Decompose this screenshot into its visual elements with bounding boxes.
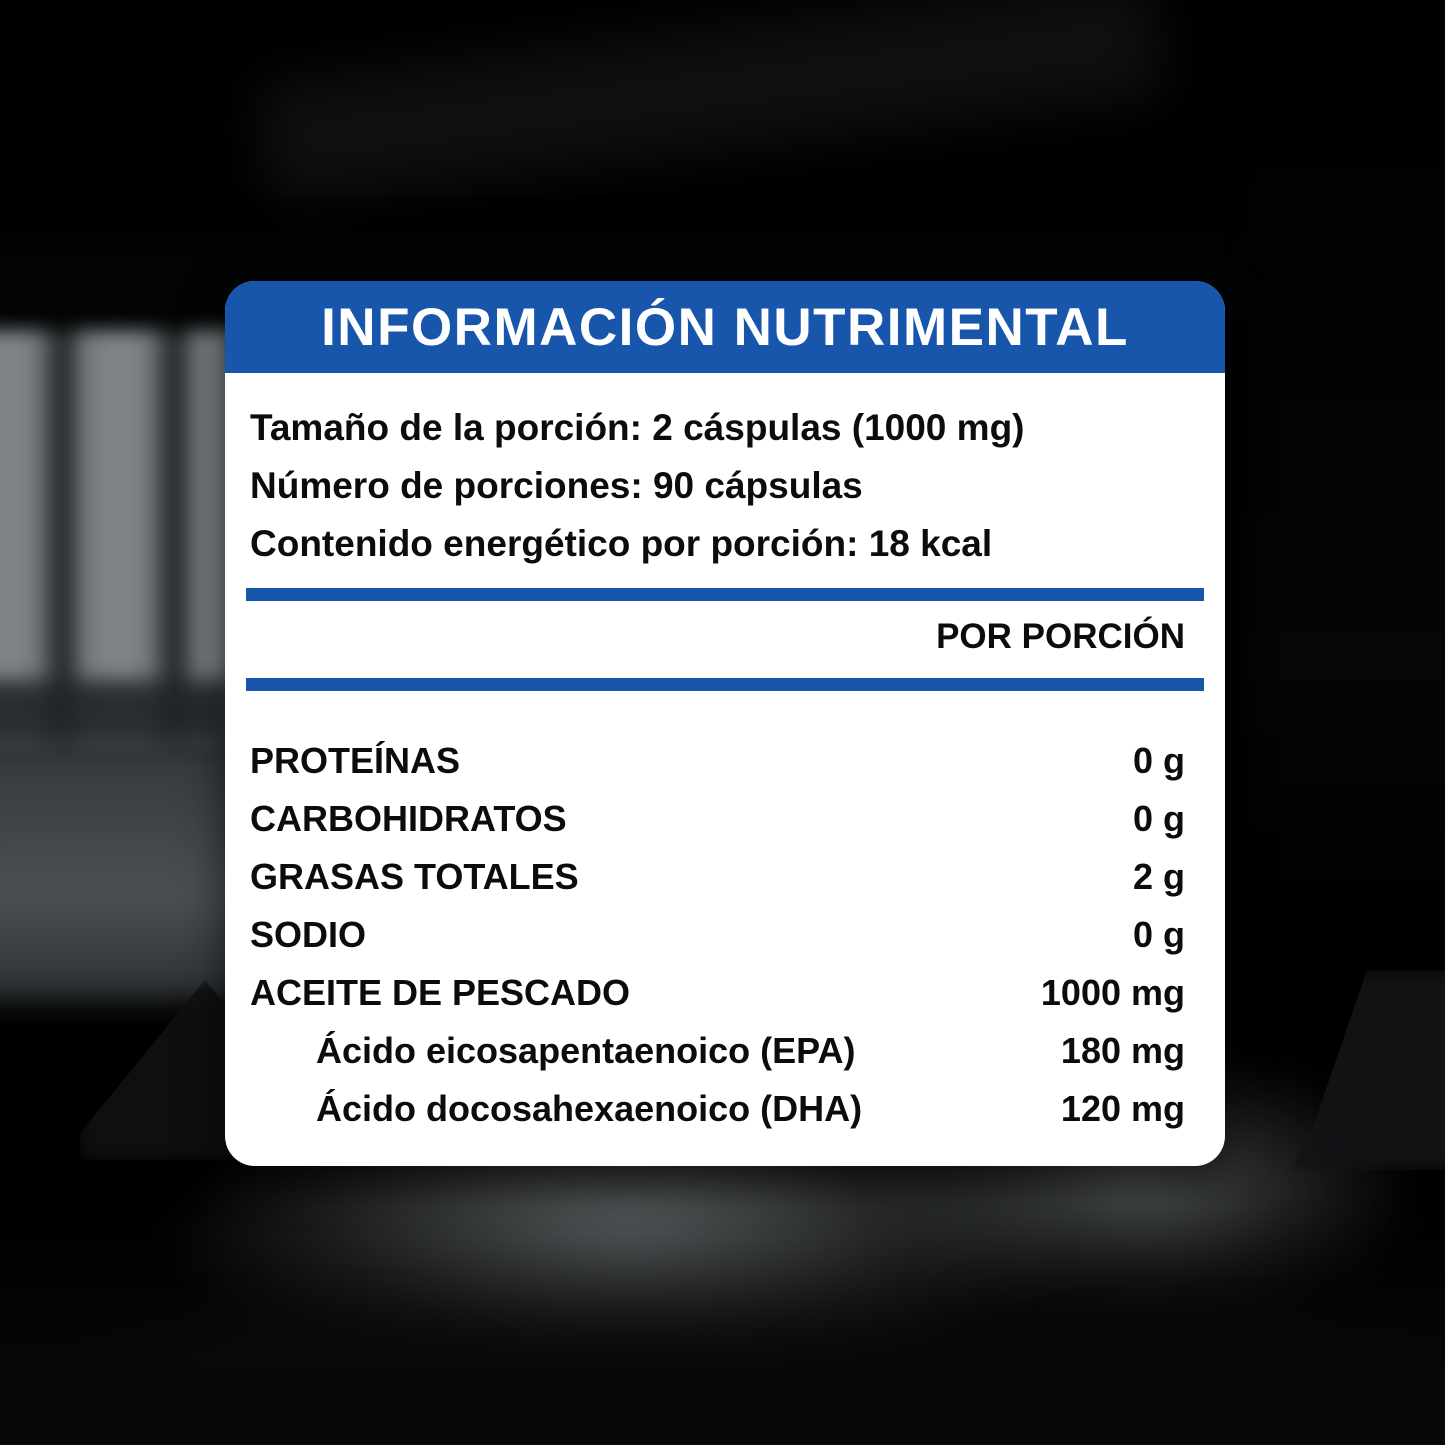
nutrient-value: 0 g bbox=[1132, 740, 1185, 781]
nutrient-value: 1000 mg bbox=[1040, 972, 1185, 1013]
serving-size-line: Tamaño de la porción: 2 cáspulas (1000 m… bbox=[250, 407, 1025, 448]
nutrient-name: Ácido eicosapentaenoico (EPA) bbox=[316, 1030, 856, 1071]
nutrient-row-epa: Ácido eicosapentaenoico (EPA) 180 mg bbox=[250, 1022, 1200, 1080]
label-title: INFORMACIÓN NUTRIMENTAL bbox=[321, 297, 1129, 357]
nutrient-row-fish-oil: ACEITE DE PESCADO 1000 mg bbox=[250, 964, 1200, 1022]
nutrition-label-card: INFORMACIÓN NUTRIMENTAL Tamaño de la por… bbox=[225, 281, 1225, 1166]
energy-content-line: Contenido energético por porción: 18 kca… bbox=[250, 523, 993, 564]
bg-ceiling-beam bbox=[256, 0, 1164, 205]
bg-left-wall bbox=[0, 740, 250, 1000]
nutrient-value: 2 g bbox=[1132, 856, 1185, 897]
nutrient-name: ACEITE DE PESCADO bbox=[250, 972, 631, 1013]
nutrient-value: 0 g bbox=[1132, 914, 1185, 955]
nutrient-row-carbohydrates: CARBOHIDRATOS 0 g bbox=[250, 790, 1200, 848]
divider-bar-top bbox=[246, 588, 1204, 601]
serving-info: Tamaño de la porción: 2 cáspulas (1000 m… bbox=[250, 399, 1200, 573]
nutrient-value: 120 mg bbox=[1060, 1088, 1185, 1129]
nutrient-value: 180 mg bbox=[1060, 1030, 1185, 1071]
per-serving-column-header: POR PORCIÓN bbox=[936, 617, 1185, 656]
nutrient-row-dha: Ácido docosahexaenoico (DHA) 120 mg bbox=[250, 1080, 1200, 1138]
nutrient-name: GRASAS TOTALES bbox=[250, 856, 579, 897]
servings-count-line: Número de porciones: 90 cápsulas bbox=[250, 465, 863, 506]
nutrient-name: PROTEÍNAS bbox=[250, 740, 461, 781]
nutrient-name: CARBOHIDRATOS bbox=[250, 798, 567, 839]
nutrient-row-sodium: SODIO 0 g bbox=[250, 906, 1200, 964]
nutrient-row-total-fat: GRASAS TOTALES 2 g bbox=[250, 848, 1200, 906]
nutrient-name: Ácido docosahexaenoico (DHA) bbox=[316, 1088, 863, 1129]
bg-window-sill bbox=[0, 680, 235, 750]
divider-bar-bottom bbox=[246, 678, 1204, 691]
bg-bottom-vignette bbox=[0, 1205, 1445, 1445]
nutrient-name: SODIO bbox=[250, 914, 367, 955]
bg-right-pillar bbox=[1245, 0, 1445, 960]
label-title-bar: INFORMACIÓN NUTRIMENTAL bbox=[225, 281, 1225, 373]
nutrient-row-proteins: PROTEÍNAS 0 g bbox=[250, 732, 1200, 790]
nutrient-value: 0 g bbox=[1132, 798, 1185, 839]
bg-equipment-silhouette-right bbox=[1290, 970, 1445, 1170]
nutrient-table: PROTEÍNAS 0 g CARBOHIDRATOS 0 g GRASAS T… bbox=[250, 732, 1200, 1138]
label-body: Tamaño de la porción: 2 cáspulas (1000 m… bbox=[225, 399, 1225, 1138]
